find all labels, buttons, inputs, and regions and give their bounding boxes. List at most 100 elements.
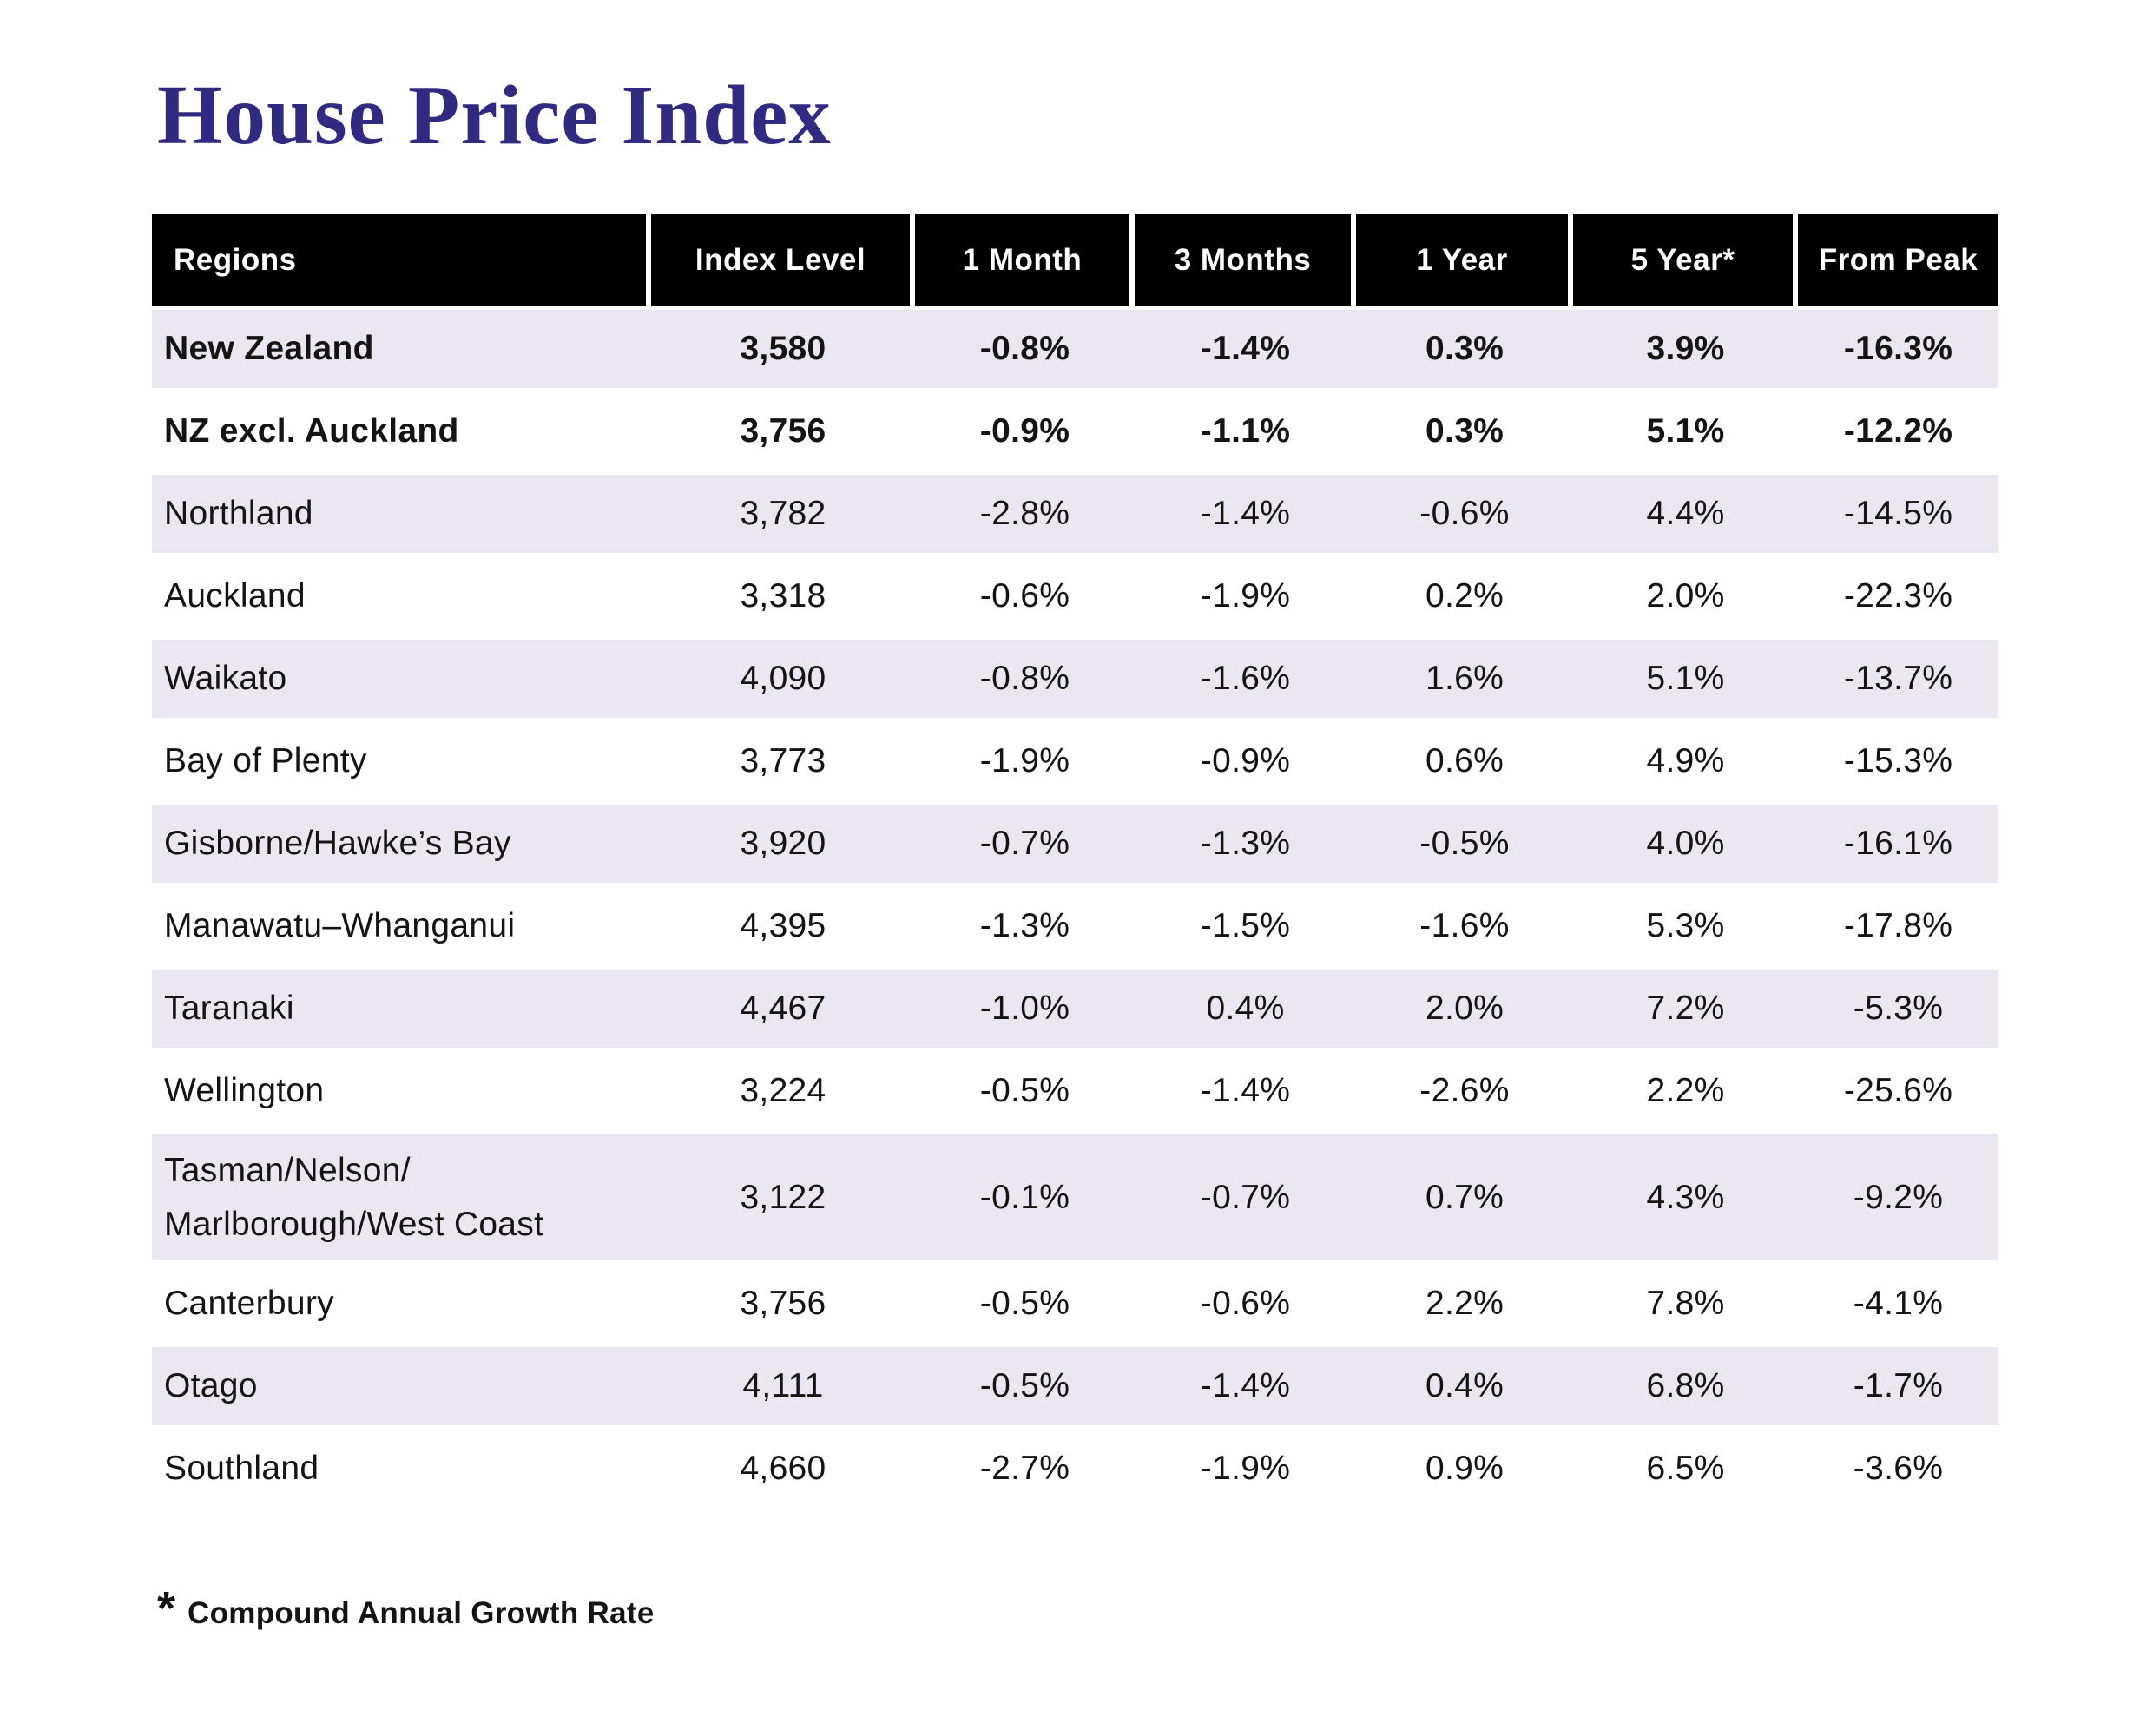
value-cell-1-month: -0.6% [915,557,1135,640]
value-cell-3-months: -1.4% [1135,1347,1356,1430]
value-cell-1-month: -0.7% [915,805,1135,887]
value-cell-from-peak: -4.1% [1798,1265,1998,1347]
value-cell-1-year: 0.4% [1356,1347,1573,1430]
table-row-southland: Southland 4,660 -2.7% -1.9% 0.9% 6.5% -3.6% [152,1430,1998,1512]
value-cell-index-level: 3,756 [651,1265,915,1347]
value-cell-1-year: -2.6% [1356,1052,1573,1134]
value-cell-1-year: 2.2% [1356,1265,1573,1347]
value-cell-3-months: -1.5% [1135,887,1356,970]
table-row-auckland: Auckland 3,318 -0.6% -1.9% 0.2% 2.0% -22.3% [152,557,1998,640]
value-cell-index-level: 3,782 [651,475,915,557]
value-cell-from-peak: -5.3% [1798,970,1998,1052]
value-cell-5-year: 7.8% [1573,1265,1798,1347]
value-cell-1-month: -0.8% [915,640,1135,722]
table-row-taranaki: Taranaki 4,467 -1.0% 0.4% 2.0% 7.2% -5.3% [152,970,1998,1052]
value-cell-index-level: 3,920 [651,805,915,887]
table-row-manawatu-whanganui: Manawatu–Whanganui 4,395 -1.3% -1.5% -1.6% 5.… [152,887,1998,970]
value-cell-5-year: 4.3% [1573,1134,1798,1265]
value-cell-1-year: 0.6% [1356,722,1573,805]
value-cell-1-year: 0.9% [1356,1430,1573,1512]
footnote: * Compound Annual Growth Rate [157,1585,655,1632]
value-cell-3-months: -1.9% [1135,557,1356,640]
column-header-index-level: Index Level [651,214,915,310]
value-cell-5-year: 6.5% [1573,1430,1798,1512]
value-cell-1-month: -2.8% [915,475,1135,557]
value-cell-from-peak: -9.2% [1798,1134,1998,1265]
value-cell-3-months: -1.9% [1135,1430,1356,1512]
value-cell-5-year: 5.1% [1573,640,1798,722]
value-cell-1-month: -1.9% [915,722,1135,805]
value-cell-1-month: -0.8% [915,310,1135,392]
value-cell-3-months: -0.7% [1135,1134,1356,1265]
value-cell-1-year: 0.3% [1356,310,1573,392]
value-cell-from-peak: -25.6% [1798,1052,1998,1134]
value-cell-index-level: 4,111 [651,1347,915,1430]
value-cell-1-year: -1.6% [1356,887,1573,970]
value-cell-1-year: 0.7% [1356,1134,1573,1265]
table-row-tasman-nelson: Tasman/Nelson/ Marlborough/West Coast 3,1… [152,1134,1998,1265]
value-cell-1-month: -1.3% [915,887,1135,970]
region-cell: Southland [152,1430,651,1512]
value-cell-3-months: -1.4% [1135,475,1356,557]
column-header-from-peak: From Peak [1798,214,1998,310]
region-cell: Waikato [152,640,651,722]
region-cell: New Zealand [152,310,651,392]
value-cell-1-year: -0.5% [1356,805,1573,887]
value-cell-3-months: 0.4% [1135,970,1356,1052]
table-row-new-zealand: New Zealand 3,580 -0.8% -1.4% 0.3% 3.9% -16.3% [152,310,1998,392]
table-row-gisborne-hawke-s-bay: Gisborne/Hawke’s Bay 3,920 -0.7% -1.3% -0.5%… [152,805,1998,887]
region-cell: Canterbury [152,1265,651,1347]
table-row-bay-of-plenty: Bay of Plenty 3,773 -1.9% -0.9% 0.6% 4.9% -15.… [152,722,1998,805]
value-cell-1-year: 0.2% [1356,557,1573,640]
column-header-5-year: 5 Year* [1573,214,1798,310]
region-cell: Taranaki [152,970,651,1052]
value-cell-index-level: 3,580 [651,310,915,392]
region-cell: Manawatu–Whanganui [152,887,651,970]
value-cell-3-months: -1.3% [1135,805,1356,887]
footnote-asterisk: * [157,1582,176,1634]
value-cell-index-level: 4,395 [651,887,915,970]
column-header-1-month: 1 Month [915,214,1135,310]
table-row-wellington: Wellington 3,224 -0.5% -1.4% -2.6% 2.2% -25.6% [152,1052,1998,1134]
footnote-text: Compound Annual Growth Rate [188,1596,655,1630]
value-cell-3-months: -0.9% [1135,722,1356,805]
region-cell: Wellington [152,1052,651,1134]
region-cell: Gisborne/Hawke’s Bay [152,805,651,887]
table-row-otago: Otago 4,111 -0.5% -1.4% 0.4% 6.8% -1.7% [152,1347,1998,1430]
table-row-nz-excl-auckland: NZ excl. Auckland 3,756 -0.9% -1.1% 0.3% 5.1%… [152,392,1998,475]
value-cell-from-peak: -14.5% [1798,475,1998,557]
value-cell-5-year: 5.1% [1573,392,1798,475]
value-cell-5-year: 2.0% [1573,557,1798,640]
value-cell-from-peak: -16.3% [1798,310,1998,392]
column-header-3-months: 3 Months [1135,214,1356,310]
value-cell-1-month: -1.0% [915,970,1135,1052]
value-cell-from-peak: -22.3% [1798,557,1998,640]
value-cell-from-peak: -12.2% [1798,392,1998,475]
value-cell-1-month: -0.5% [915,1052,1135,1134]
value-cell-5-year: 4.0% [1573,805,1798,887]
value-cell-index-level: 4,467 [651,970,915,1052]
region-cell: Bay of Plenty [152,722,651,805]
value-cell-3-months: -1.1% [1135,392,1356,475]
value-cell-1-year: 1.6% [1356,640,1573,722]
value-cell-5-year: 6.8% [1573,1347,1798,1430]
house-price-index-table: Regions Index Level 1 Month 3 Months 1 Year 5… [152,214,1998,1512]
value-cell-from-peak: -15.3% [1798,722,1998,805]
value-cell-index-level: 3,224 [651,1052,915,1134]
column-header-1-year: 1 Year [1356,214,1573,310]
value-cell-1-month: -2.7% [915,1430,1135,1512]
value-cell-from-peak: -1.7% [1798,1347,1998,1430]
value-cell-3-months: -1.4% [1135,1052,1356,1134]
value-cell-1-year: 2.0% [1356,970,1573,1052]
value-cell-from-peak: -17.8% [1798,887,1998,970]
table-row-waikato: Waikato 4,090 -0.8% -1.6% 1.6% 5.1% -13.7% [152,640,1998,722]
value-cell-from-peak: -16.1% [1798,805,1998,887]
value-cell-index-level: 3,756 [651,392,915,475]
value-cell-3-months: -1.4% [1135,310,1356,392]
value-cell-3-months: -1.6% [1135,640,1356,722]
table-row-canterbury: Canterbury 3,756 -0.5% -0.6% 2.2% 7.8% -4.1% [152,1265,1998,1347]
table-header-row: Regions Index Level 1 Month 3 Months 1 Year 5… [152,214,1998,310]
value-cell-1-year: -0.6% [1356,475,1573,557]
value-cell-5-year: 5.3% [1573,887,1798,970]
region-cell: Auckland [152,557,651,640]
